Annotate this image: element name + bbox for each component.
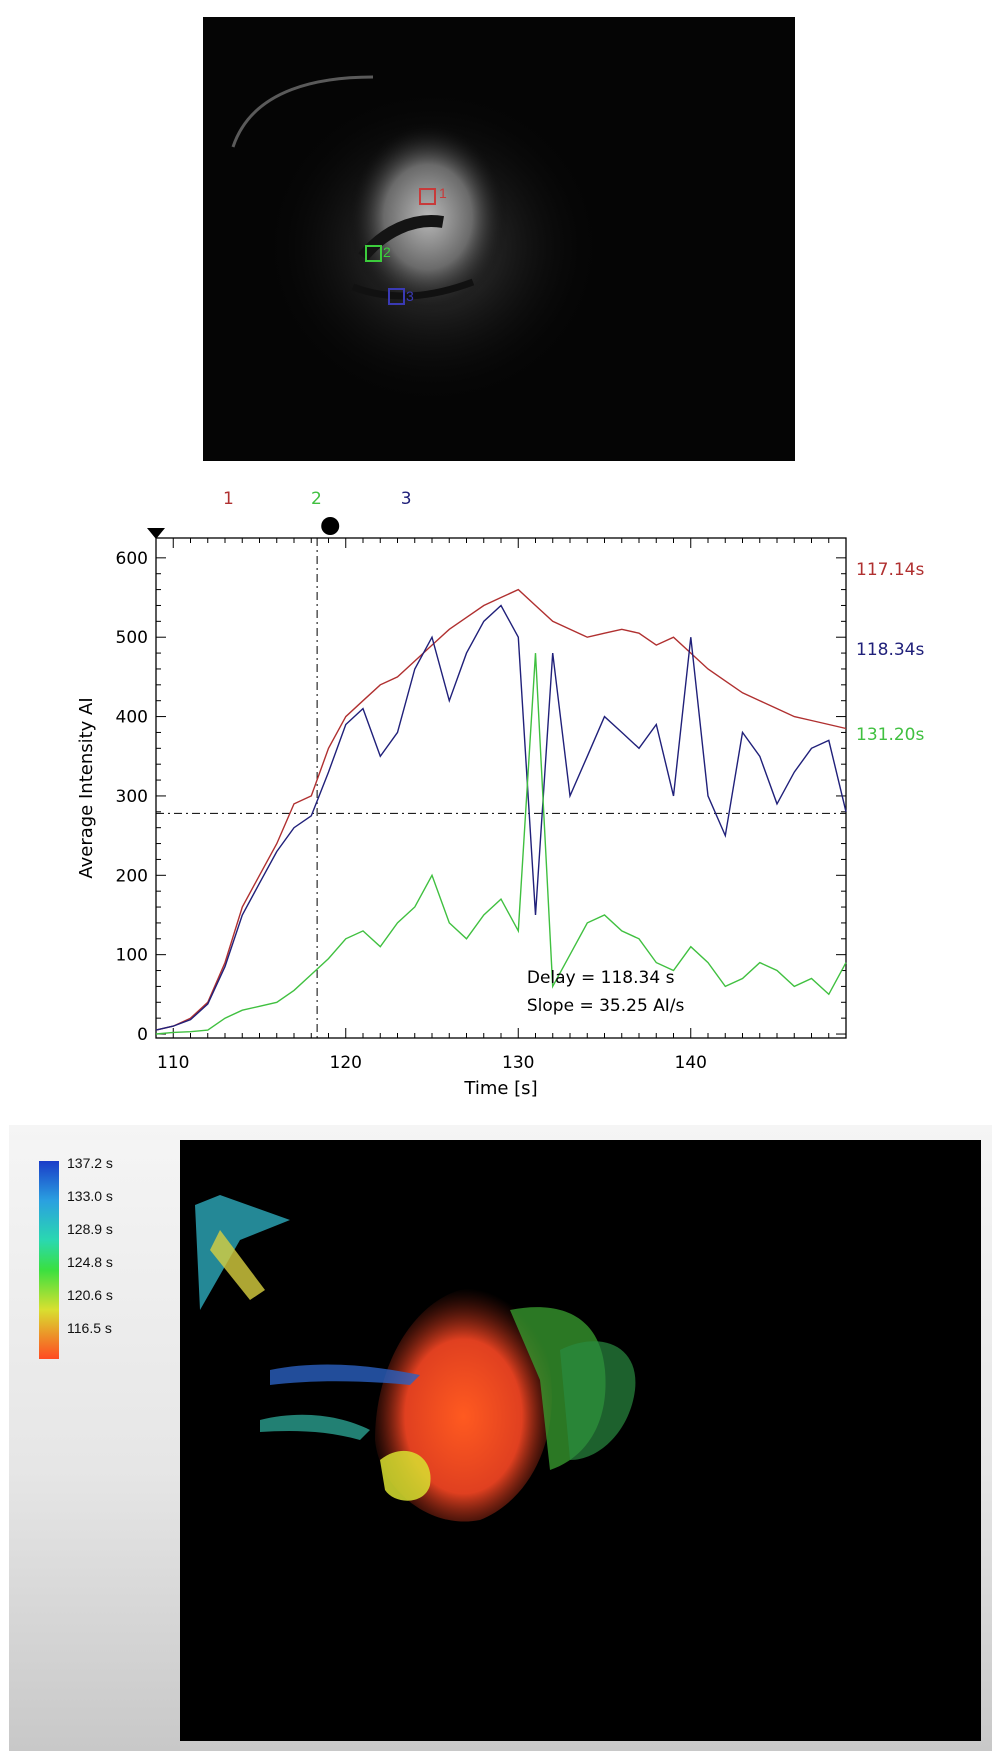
colorbar xyxy=(39,1161,59,1359)
colorbar-label: 120.6 s xyxy=(67,1287,113,1303)
cyan-region xyxy=(195,1195,290,1310)
colorbar-label: 133.0 s xyxy=(67,1188,113,1204)
yellow-region xyxy=(380,1450,431,1501)
arrival-time-map-panel: 137.2 s 133.0 s 128.9 s 124.8 s 120.6 s … xyxy=(9,1125,992,1751)
y-tick-label: 400 xyxy=(116,708,148,728)
roi-box-3 xyxy=(388,288,405,305)
top-marker-label-3: 3 xyxy=(401,489,412,509)
right-series-label: 117.14s xyxy=(856,560,924,580)
top-marker-label-1: 1 xyxy=(223,489,234,509)
colorbar-label: 124.8 s xyxy=(67,1254,113,1270)
y-axis-title: Average Intensity AI xyxy=(76,697,97,878)
roi-label-3: 3 xyxy=(406,288,414,304)
dark-structure xyxy=(358,215,444,261)
roi-label-2: 2 xyxy=(383,244,391,260)
start-marker-triangle xyxy=(147,528,165,539)
y-tick-label: 500 xyxy=(116,628,148,648)
roi-box-2 xyxy=(365,245,382,262)
intensity-chart: 110 120 130 140 0 100 200 300 400 500 600 Time [s] A… xyxy=(76,489,924,1099)
top-marker-label-2: 2 xyxy=(311,489,322,509)
arrival-time-image xyxy=(195,1195,636,1522)
colorbar-label: 128.9 s xyxy=(67,1221,113,1237)
grayscale-image: 1 2 3 xyxy=(231,75,603,407)
cyan-region xyxy=(260,1414,370,1440)
y-tick-label: 600 xyxy=(116,549,148,569)
x-tick-label: 110 xyxy=(157,1053,189,1073)
right-series-label: 118.34s xyxy=(856,640,924,660)
y-tick-label: 0 xyxy=(137,1025,148,1045)
series-line-3 xyxy=(155,653,847,1035)
plot-frame xyxy=(155,537,847,1039)
y-tick-label: 300 xyxy=(116,787,148,807)
grayscale-image-panel: 1 2 3 xyxy=(203,17,795,461)
right-series-label: 131.20s xyxy=(856,725,924,745)
y-tick-label: 100 xyxy=(116,946,148,966)
delay-annotation: Delay = 118.34 s xyxy=(527,968,675,988)
roi-box-1 xyxy=(419,188,436,205)
slope-annotation: Slope = 35.25 AI/s xyxy=(527,996,685,1016)
current-time-marker xyxy=(321,517,340,535)
colorbar-label: 137.2 s xyxy=(67,1155,113,1171)
arrival-time-map xyxy=(180,1140,981,1741)
series-line-2 xyxy=(155,604,847,1031)
x-tick-label: 130 xyxy=(502,1053,534,1073)
yellow-region xyxy=(210,1230,265,1300)
vessel-outline xyxy=(231,75,374,148)
dark-structure xyxy=(351,278,475,300)
roi-label-1: 1 xyxy=(439,185,447,201)
series-line-1 xyxy=(155,588,847,1031)
colorbar-label: 116.5 s xyxy=(67,1320,112,1336)
y-tick-label: 200 xyxy=(116,866,148,886)
x-tick-label: 120 xyxy=(330,1053,362,1073)
blue-region xyxy=(270,1364,420,1385)
x-tick-label: 140 xyxy=(675,1053,707,1073)
green-region xyxy=(560,1341,636,1460)
x-axis-title: Time [s] xyxy=(463,1078,537,1099)
